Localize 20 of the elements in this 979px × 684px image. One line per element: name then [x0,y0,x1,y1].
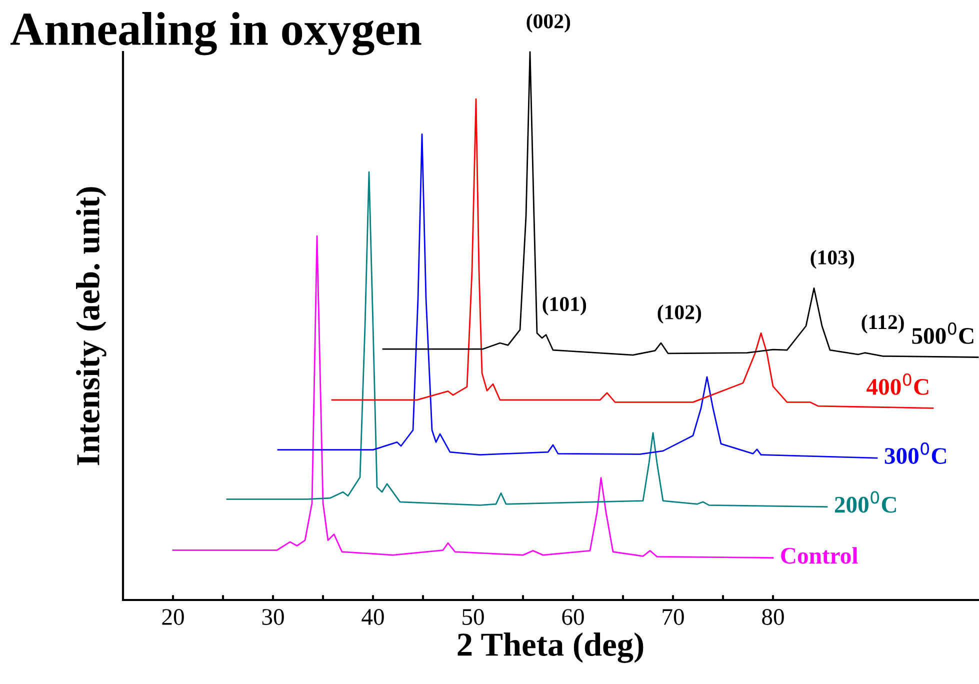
chart-title: Annealing in oxygen [10,12,422,56]
x-tick-label: 80 [762,609,784,625]
x-tick-label: 30 [262,609,284,625]
x-axis-title: 2 Theta (deg) [458,632,644,664]
annotation: (002) [526,14,570,33]
series-label: Control [781,547,858,564]
x-tick-label: 20 [162,609,184,625]
series-label: 500$^{0}$C [912,322,974,344]
series-label: 200$^{0}$C [834,491,896,513]
annotation: (112) [862,314,904,334]
annotation: (103) [810,250,854,269]
x-tick-label: 40 [362,609,384,625]
annotation: (102) [658,304,702,324]
annotation: (101) [542,296,586,316]
series-label: 300$^{0}$C [884,442,946,464]
series-label: 400$^{0}$C [866,373,928,395]
y-axis-title: Intensity (aeb. unit) [76,187,106,466]
x-tick-label: 70 [662,609,684,625]
x-tick-label: 50 [462,609,484,625]
x-tick-label: 60 [562,609,584,625]
